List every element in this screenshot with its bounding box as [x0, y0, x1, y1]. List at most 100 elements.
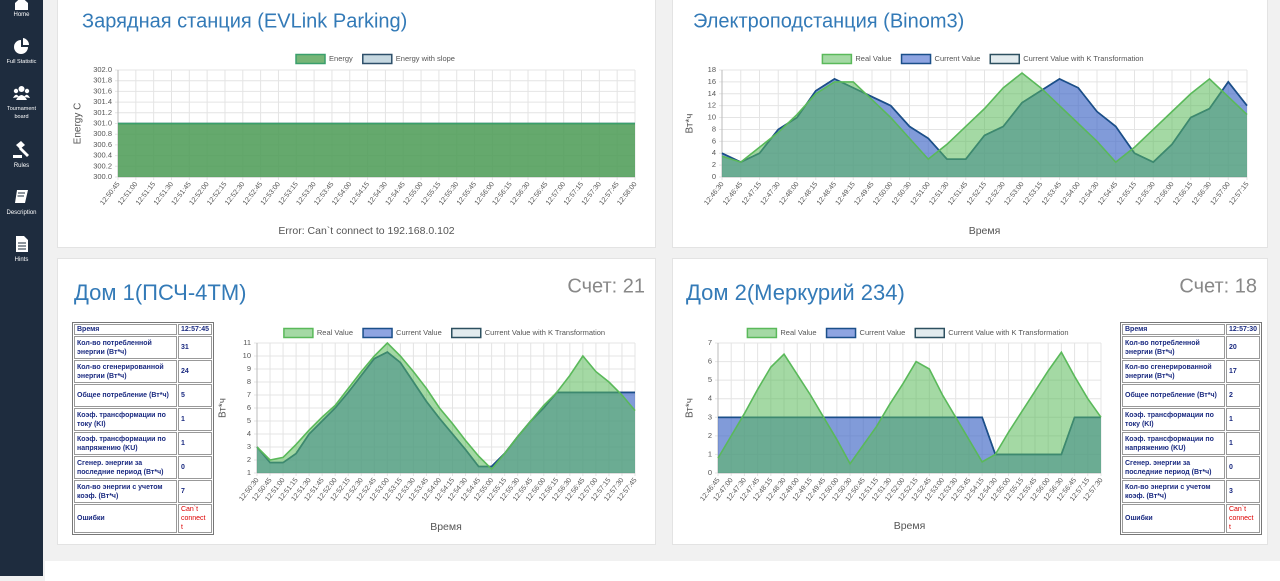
table-cell: Кол-во энергии с учетом коэф. (Вт*ч) — [1122, 480, 1225, 503]
legend-label: Real Value — [855, 54, 891, 63]
table-cell: Время — [1122, 324, 1225, 335]
users-icon — [13, 86, 30, 100]
table-cell: Кол-во сгенерированной энергии (Вт*ч) — [1122, 360, 1225, 383]
table-cell: 12:57:45 — [177, 324, 212, 335]
area — [118, 123, 635, 177]
y-tick-label: 300.2 — [93, 161, 112, 170]
nav-item[interactable]: Hints — [14, 257, 29, 263]
y-tick-label: 301.0 — [93, 118, 112, 127]
gavel-icon — [13, 141, 29, 158]
nav-item[interactable]: Tournament board — [6, 106, 37, 120]
table-row: Коэф. трансформации по току (KI) 1 — [1122, 408, 1260, 431]
legend-label: Energy with slope — [396, 54, 455, 63]
y-tick-label: 14 — [708, 89, 716, 98]
nav-item[interactable]: Description — [6, 210, 37, 216]
y-tick-label: 10 — [243, 351, 251, 360]
table-cell: 7 — [177, 480, 212, 503]
score: Счет: 18 — [1179, 275, 1257, 297]
x-axis-label: Время — [969, 225, 1001, 237]
y-tick-label: 5 — [708, 375, 712, 384]
y-tick-label: 2 — [247, 455, 251, 464]
doc-icon — [16, 236, 28, 252]
y-tick-label: 12 — [708, 101, 716, 110]
y-tick-label: 301.2 — [93, 108, 112, 117]
line — [717, 350, 1102, 466]
legend-swatch — [283, 327, 314, 339]
legend-swatch — [362, 53, 393, 65]
table-row: Кол-во сгенерированной энергии (Вт*ч) 24 — [74, 360, 212, 383]
table-row: Сгенер. энергии за последние период (Вт*… — [1122, 456, 1260, 479]
legend-swatch — [451, 327, 482, 339]
y-tick-label: 6 — [708, 357, 712, 366]
area — [257, 343, 635, 473]
y-tick-label: 7 — [247, 390, 251, 399]
table-row: Время 12:57:45 — [74, 324, 212, 335]
y-tick-label: 300.6 — [93, 140, 112, 149]
y-tick-label: 3 — [247, 442, 251, 451]
legend-label: Current Value with K Transformation — [1023, 54, 1143, 63]
y-axis-label: Energy C — [73, 103, 84, 145]
y-tick-label: 0 — [708, 468, 712, 477]
y-tick-label: 301.4 — [93, 97, 112, 106]
y-tick-label: 2 — [708, 431, 712, 440]
y-tick-label: 5 — [247, 416, 251, 425]
panel-title: Дом 1(ПСЧ-4ТМ) — [74, 280, 246, 305]
table-cell: 5 — [177, 384, 212, 407]
table-row: Сгенер. энергии за последние период (Вт*… — [74, 456, 212, 479]
table-cell: 24 — [177, 360, 212, 383]
legend-label: Current Value — [935, 54, 981, 63]
y-tick-label: 6 — [712, 136, 716, 145]
table-cell: Время — [74, 324, 177, 335]
table-row: Общее потребление (Вт*ч) 2 — [1122, 384, 1260, 407]
nav-item[interactable]: Home — [13, 12, 30, 18]
y-axis-label: Вт*ч — [218, 398, 229, 418]
nav-item[interactable]: Full Statistic — [6, 59, 37, 65]
y-tick-label: 8 — [712, 124, 716, 133]
table-cell: 1 — [1225, 432, 1260, 455]
table-cell: 2 — [1225, 384, 1260, 407]
y-tick-label: 16 — [708, 77, 716, 86]
table-row: Ошибки Can`t connect t — [1122, 504, 1260, 533]
y-tick-label: 10 — [708, 113, 716, 122]
table-cell: 3 — [1225, 480, 1260, 503]
y-tick-label: 18 — [708, 65, 716, 74]
table-cell: 0 — [1225, 456, 1260, 479]
x-axis-label: Время — [894, 520, 926, 532]
y-tick-label: 300.0 — [93, 172, 112, 181]
legend-label: Current Value — [860, 328, 906, 337]
x-tick-label: 12:57:15 — [1228, 181, 1250, 207]
table-cell: Can`t connect t — [177, 504, 212, 533]
y-tick-label: 11 — [243, 338, 251, 347]
y-tick-label: 6 — [247, 403, 251, 412]
table-cell: Ошибки — [1122, 504, 1225, 533]
x-axis-label: Время — [430, 521, 462, 533]
table-cell: 1 — [1225, 408, 1260, 431]
panel-title: Дом 2(Меркурий 234) — [686, 280, 905, 305]
y-tick-label: 7 — [708, 338, 712, 347]
table-row: Ошибки Can`t connect t — [74, 504, 212, 533]
y-tick-label: 4 — [708, 394, 712, 403]
y-tick-label: 302.0 — [93, 65, 112, 74]
table-cell: Общее потребление (Вт*ч) — [1122, 384, 1225, 407]
sidebar: Home Full Statistic Tournament board Rul… — [0, 0, 43, 576]
legend-label: Real Value — [780, 328, 816, 337]
table-cell: 1 — [177, 408, 212, 431]
y-axis-label: Вт*ч — [685, 113, 696, 133]
y-tick-label: 1 — [247, 468, 251, 477]
panel-title: Зарядная станция (EVLink Parking) — [82, 10, 407, 32]
nav-item[interactable]: Rules — [13, 163, 30, 169]
table-cell: Коэф. трансформации по напряжению (KU) — [74, 432, 177, 455]
legend-swatch — [825, 327, 857, 339]
area — [722, 72, 1247, 177]
table-cell: Кол-во потребленной энергии (Вт*ч) — [1122, 336, 1225, 359]
y-tick-label: 9 — [247, 364, 251, 373]
table-cell: Общее потребление (Вт*ч) — [74, 384, 177, 407]
table-row: Кол-во энергии с учетом коэф. (Вт*ч) 3 — [1122, 480, 1260, 503]
legend-swatch — [821, 53, 853, 65]
table-cell: Коэф. трансформации по току (KI) — [74, 408, 177, 431]
legend-label: Real Value — [317, 328, 353, 337]
y-tick-label: 0 — [712, 172, 716, 181]
y-tick-label: 2 — [712, 160, 716, 169]
